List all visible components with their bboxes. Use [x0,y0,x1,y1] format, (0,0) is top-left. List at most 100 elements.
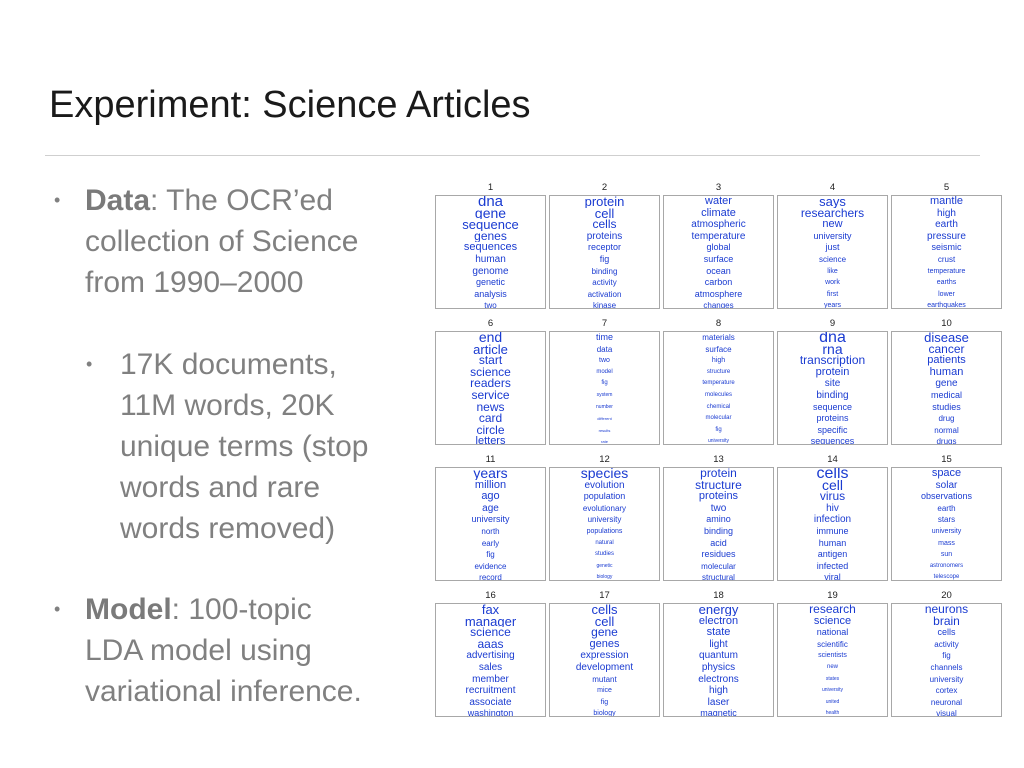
topic-word: university [929,674,964,684]
topic-word: earth [937,503,956,513]
topic-word: structure [706,368,731,375]
topic-word: cells [592,219,617,231]
subbullet-stats: • 17K documents, 11M words, 20K unique t… [86,344,368,549]
topic-word: just [825,242,840,253]
topic-word: research [809,604,856,616]
topic-word: activation [587,289,622,299]
topic-word: chemical [706,403,731,410]
topic-word: space [931,468,962,479]
topic-word: surface [703,253,734,264]
topic-word: system [596,391,613,398]
topic-word: normal [934,425,959,435]
topic-word: physics [701,661,736,673]
topic-word-box: space solar observations earth stars universi… [891,467,1002,581]
topic-word-box: water climate atmospheric temperature global… [663,195,774,309]
topic-word: fig [486,550,495,560]
topic-cell: 13 protein structure proteins two amino bindin… [663,453,774,581]
topic-word: states [825,675,840,682]
topic-word: molecular [705,415,732,422]
topic-word: university [471,514,510,525]
topic-word: surface [705,344,732,354]
topic-word: readers [470,378,511,390]
topic-word: astronomers [929,562,964,569]
topic-word: antigen [817,549,848,560]
topic-word: manager [464,615,517,628]
topic-word: genome [472,265,509,277]
topic-word: biology [596,574,613,581]
topic-word: high [711,357,726,365]
topic-word: work [825,279,840,287]
topic-cell: 10 disease cancer patients human gene medical s… [891,317,1002,445]
topic-word-box: fax manager science aaas advertising sales mem… [435,603,546,717]
topic-number: 3 [715,182,722,193]
topic-word: mice [597,687,612,695]
topic-word: stars [937,515,956,525]
topic-word: university [587,515,622,525]
topic-number: 13 [713,454,724,465]
topic-word: immune [816,525,849,536]
topic-number: 7 [601,318,608,329]
topic-word: magnetic [700,708,737,717]
topic-word: recruitment [465,685,516,697]
topic-word: population [583,491,626,502]
topic-word: university [813,230,852,241]
topic-word: article [473,343,508,356]
topic-word: global [706,242,731,253]
topic-word: aaas [477,638,504,651]
topic-word: national [816,627,849,638]
topic-word: protein [815,366,850,378]
topic-word: rate [601,439,608,445]
topic-word: biology [593,710,616,717]
topic-word: carbon [704,277,733,288]
topic-word: light [709,638,728,650]
topic-number: 18 [713,590,724,601]
topic-word: number [596,403,613,410]
topic-word: washington [467,708,514,717]
bullet-line: collection of Science [85,225,359,258]
topic-word: mutant [592,674,617,684]
topic-word: electrons [698,673,739,685]
topic-number: 10 [941,318,952,329]
topic-word: record [479,573,502,581]
topic-number: 15 [941,454,952,465]
topic-word: temperature [702,380,735,387]
topic-word: cells [816,468,849,480]
bullet-text: : 100-topic [171,593,312,626]
topic-word: science [470,366,511,379]
topic-word: says [819,196,846,208]
topic-word-box: materials surface high structure temperature… [663,331,774,445]
topic-word: molecular [701,561,736,571]
topic-cell: 20 neurons brain cells activity fig channels un… [891,589,1002,717]
topic-word: species [580,468,629,480]
topic-cell: 8 materials surface high structure temperatur… [663,317,774,445]
topic-word: channels [930,662,963,672]
topic-number: 17 [599,590,610,601]
topic-word: genetic [475,277,506,288]
bullet-model: • Model: 100-topic LDA model using varia… [54,589,362,712]
topic-word: news [476,401,505,414]
topic-word: patients [927,355,966,367]
topic-word: researchers [800,207,865,220]
topic-word: electron [698,615,739,627]
topic-word: two [484,301,497,309]
topic-word: science [813,615,852,627]
topic-word: mass [938,539,955,547]
topic-word: earths [936,279,957,287]
topic-word: evidence [474,561,507,571]
bullet-line: from 1990–2000 [85,266,304,299]
bullet-bold-label: Model [85,593,172,626]
bullet-line: 17K documents, [120,348,337,381]
topic-number: 6 [487,318,494,329]
topic-word: structure [695,479,742,492]
topic-word: university [821,687,844,694]
topic-word: human [475,253,506,265]
topic-word: kinase [592,301,617,309]
topic-word-box: time data two model fig system number different… [549,331,660,445]
topic-word: structural [702,573,735,581]
topic-word: sequences [810,436,855,445]
topic-word: genes [474,230,507,243]
topic-word: site [824,378,841,390]
topic-word: molecules [704,391,732,398]
topic-cell: 4 says researchers new university just science… [777,181,888,309]
topic-word: neurons [924,604,969,616]
